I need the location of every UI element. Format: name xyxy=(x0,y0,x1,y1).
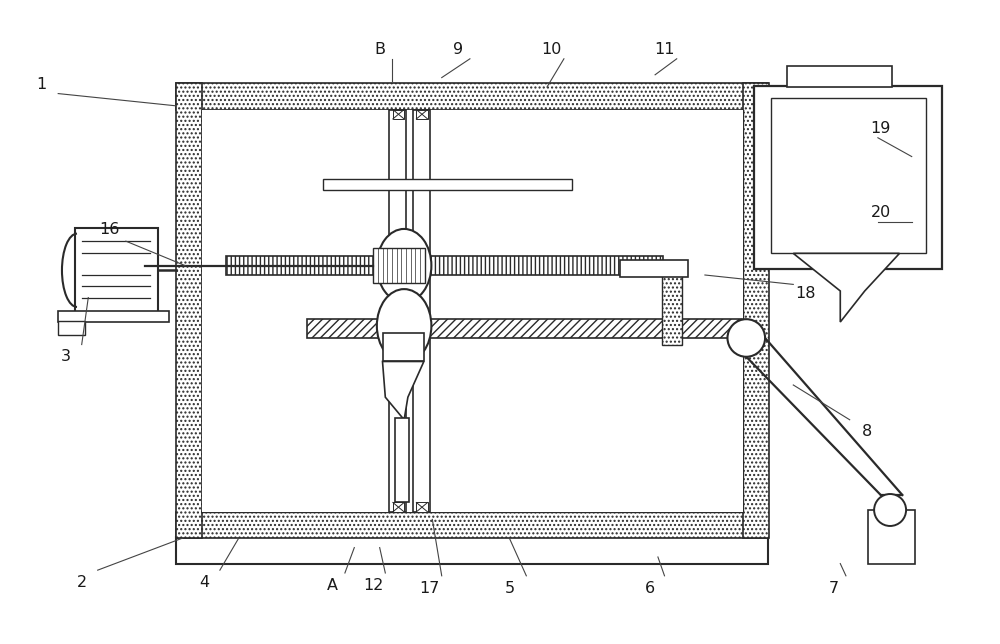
Text: 2: 2 xyxy=(77,575,87,590)
Bar xyxy=(771,99,926,253)
Bar xyxy=(323,179,572,191)
Text: 9: 9 xyxy=(453,42,463,57)
Bar xyxy=(393,502,404,512)
Text: 5: 5 xyxy=(504,582,514,596)
Bar xyxy=(393,109,404,119)
Bar xyxy=(75,228,158,312)
Text: B: B xyxy=(374,42,385,57)
Text: 1: 1 xyxy=(36,77,46,91)
Bar xyxy=(416,109,428,119)
Bar xyxy=(754,86,942,269)
Bar xyxy=(176,83,768,109)
Bar xyxy=(395,418,409,502)
Bar xyxy=(323,117,572,138)
Bar xyxy=(743,83,769,538)
Bar xyxy=(416,502,428,512)
Polygon shape xyxy=(793,253,900,322)
Circle shape xyxy=(727,319,765,357)
Text: 4: 4 xyxy=(199,575,209,590)
Bar xyxy=(479,126,559,150)
Text: 10: 10 xyxy=(542,42,562,57)
Bar xyxy=(176,537,768,564)
Bar xyxy=(787,66,892,87)
Bar xyxy=(176,83,202,538)
Bar xyxy=(58,310,169,322)
Text: 18: 18 xyxy=(795,287,816,301)
Bar xyxy=(662,262,682,345)
Bar xyxy=(307,319,742,338)
Circle shape xyxy=(874,494,906,526)
Text: 12: 12 xyxy=(363,578,383,592)
Bar xyxy=(868,510,915,564)
Ellipse shape xyxy=(377,229,431,302)
Text: 8: 8 xyxy=(861,424,872,439)
Bar xyxy=(58,321,85,335)
Bar xyxy=(620,260,688,277)
Text: 19: 19 xyxy=(871,121,891,136)
Text: 6: 6 xyxy=(645,582,655,596)
Text: 16: 16 xyxy=(100,222,120,238)
Ellipse shape xyxy=(377,289,431,363)
Bar xyxy=(176,512,768,538)
Bar xyxy=(373,248,425,283)
Bar xyxy=(226,256,663,275)
Text: 20: 20 xyxy=(871,205,891,220)
Text: A: A xyxy=(327,578,338,592)
Bar xyxy=(413,109,430,512)
Polygon shape xyxy=(382,361,424,420)
Text: 11: 11 xyxy=(654,42,675,57)
Text: 3: 3 xyxy=(61,349,71,365)
Bar xyxy=(382,334,424,361)
Text: 7: 7 xyxy=(829,582,839,596)
Bar xyxy=(202,109,743,512)
Bar xyxy=(389,109,406,512)
Bar xyxy=(207,115,287,144)
Text: 17: 17 xyxy=(419,582,440,596)
